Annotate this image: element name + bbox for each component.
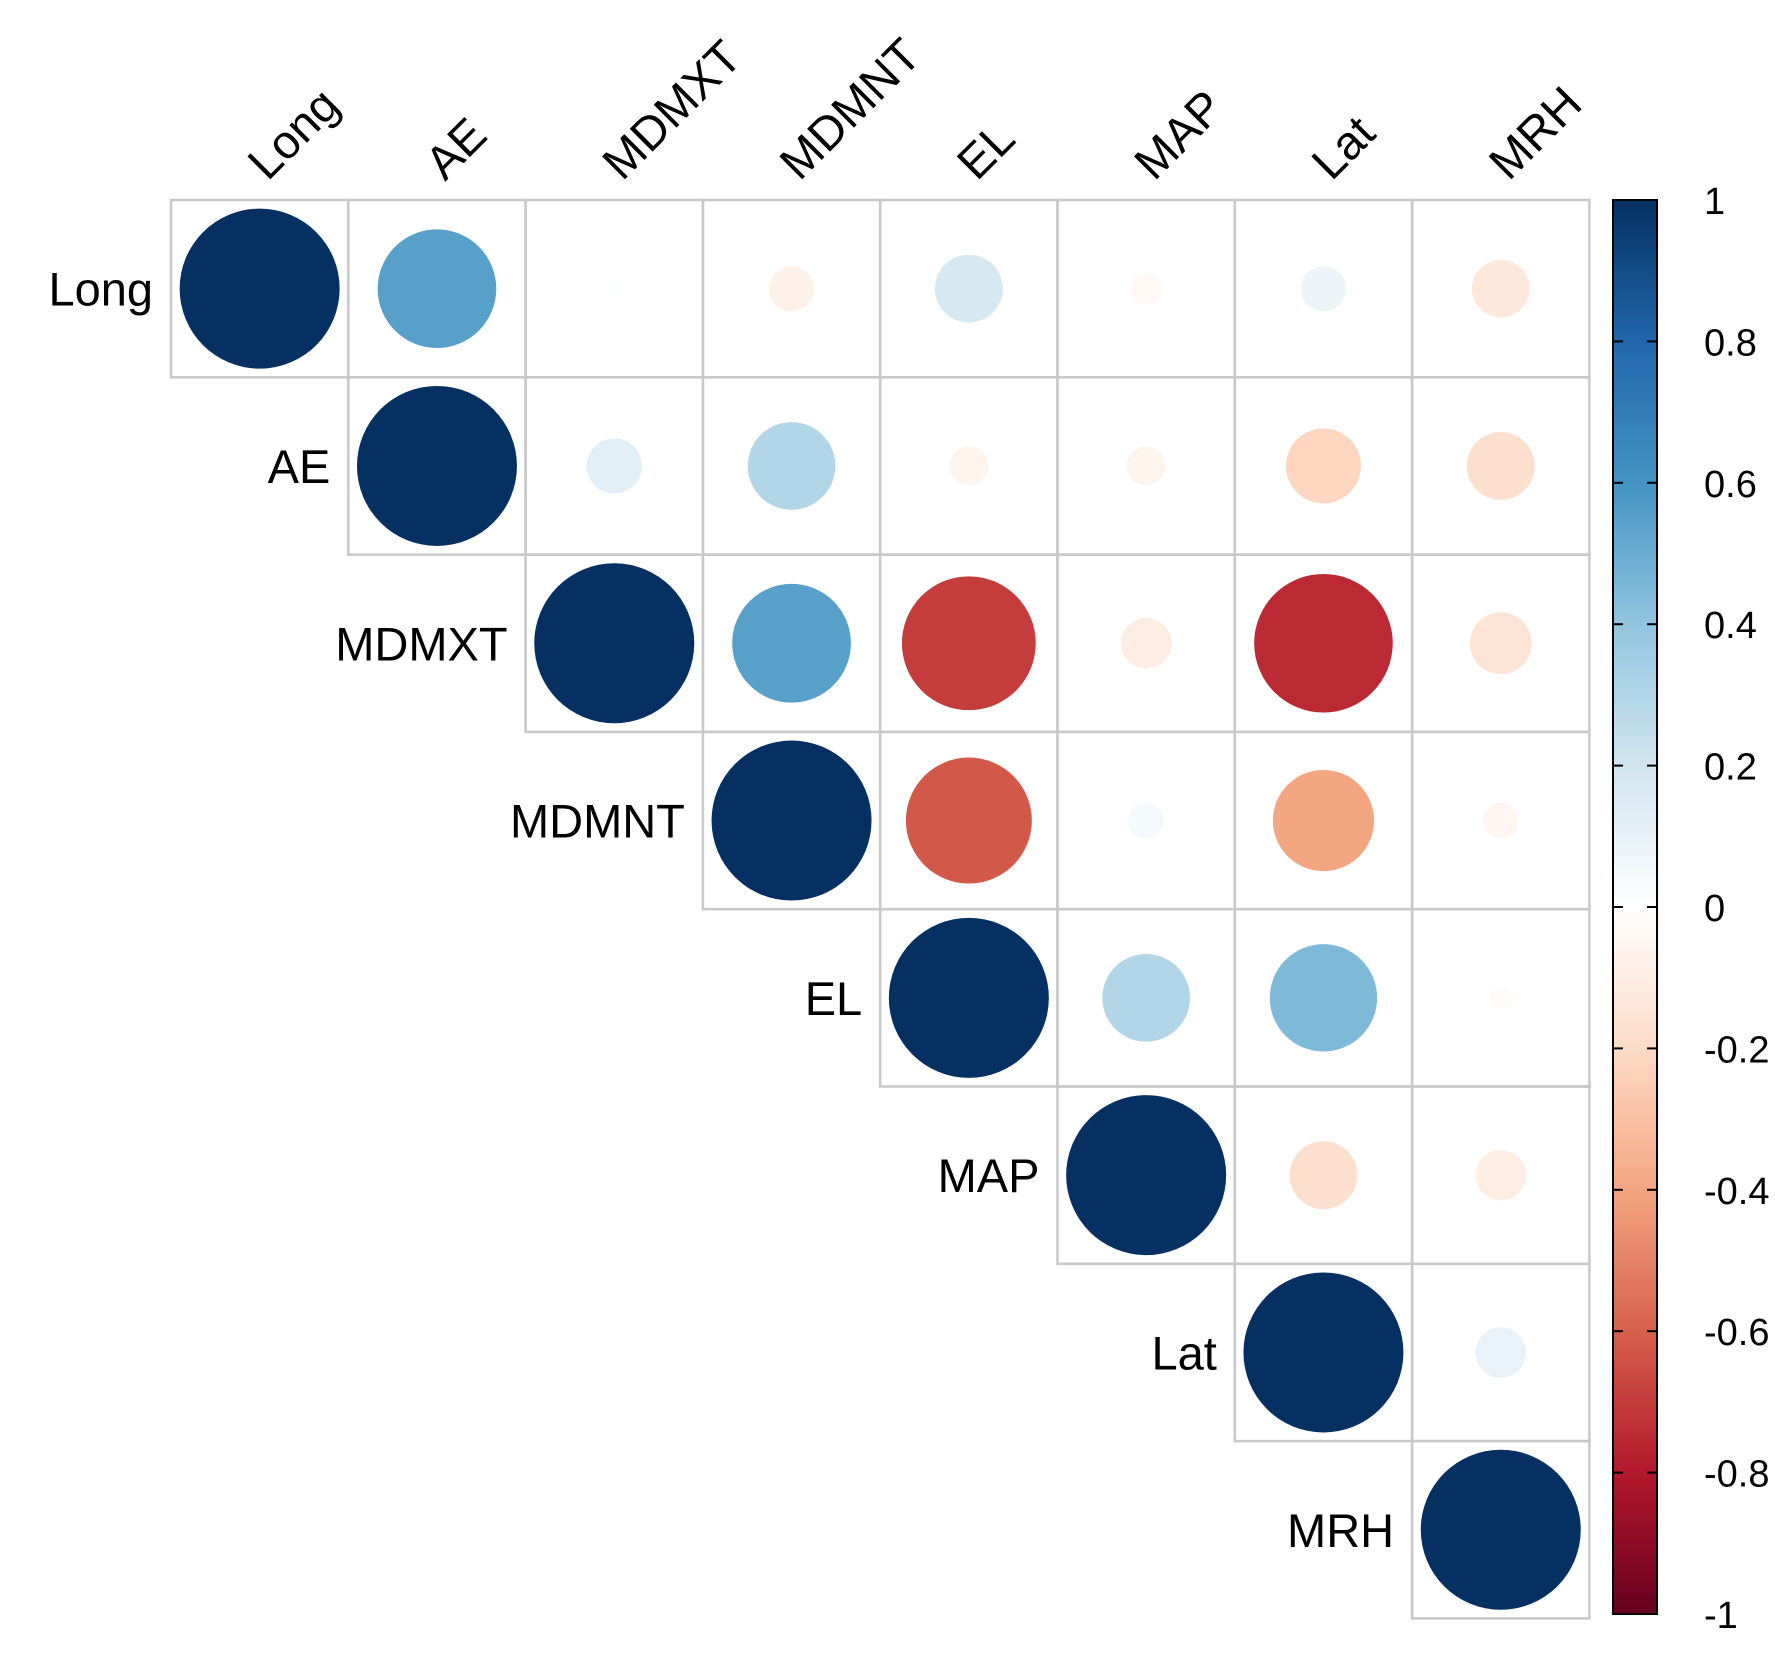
correlation-circle-ae-el — [949, 446, 989, 486]
correlation-circle-mdmnt-mdmnt — [711, 740, 872, 901]
correlation-circle-long-mdmxt — [606, 280, 623, 297]
column-label-long: Long — [237, 78, 348, 189]
correlation-circle-mrh-mrh — [1420, 1449, 1581, 1610]
correlation-circle-mdmxt-el — [901, 576, 1036, 711]
column-label-mdmxt: MDMXT — [592, 30, 751, 189]
correlation-circles — [179, 208, 1581, 1610]
correlation-circle-el-map — [1102, 954, 1190, 1042]
correlation-circle-mdmnt-mrh — [1482, 802, 1519, 839]
column-labels: Long AE MDMXT MDMNT EL MAP Lat MRH — [237, 28, 1591, 189]
correlation-circle-map-mrh — [1475, 1149, 1527, 1201]
row-labels: Long AE MDMXT MDMNT EL MAP Lat MRH — [48, 263, 1394, 1557]
correlation-circle-long-lat — [1300, 266, 1347, 312]
correlation-circle-long-map — [1130, 272, 1163, 305]
correlation-circle-ae-mdmnt — [747, 422, 836, 510]
row-label-lat: Lat — [1151, 1326, 1216, 1379]
colorbar-tick-label: -1 — [1704, 1595, 1738, 1637]
correlation-circle-mdmxt-mdmxt — [534, 563, 695, 724]
column-label-mrh: MRH — [1478, 76, 1591, 189]
column-label-map: MAP — [1124, 80, 1234, 190]
correlation-circle-mdmxt-map — [1120, 617, 1172, 669]
correlation-circle-el-lat — [1269, 944, 1378, 1052]
correlation-circle-map-map — [1066, 1095, 1227, 1256]
correlation-circle-mdmxt-lat — [1254, 573, 1393, 713]
column-label-mdmnt: MDMNT — [769, 28, 930, 189]
correlation-circle-lat-mrh — [1475, 1327, 1527, 1378]
colorbar-tick-label: -0.2 — [1704, 1029, 1769, 1071]
row-label-el: EL — [805, 972, 863, 1025]
correlation-circle-ae-mdmxt — [586, 438, 642, 494]
correlation-circle-el-mrh — [1489, 986, 1513, 1010]
correlation-circle-mdmnt-lat — [1272, 769, 1375, 872]
colorbar: 1 0.8 0.6 0.4 0.2 0 -0.2 -0.4 -0.6 -0.8 -1 — [1612, 181, 1769, 1637]
colorbar-ticks: 1 0.8 0.6 0.4 0.2 0 -0.2 -0.4 -0.6 -0.8 -1 — [1613, 181, 1769, 1637]
colorbar-tick-label: 0.2 — [1704, 747, 1757, 789]
correlation-circle-long-mrh — [1471, 259, 1530, 318]
correlation-circle-map-lat — [1289, 1141, 1358, 1210]
colorbar-tick-label: -0.6 — [1704, 1312, 1769, 1354]
row-label-mdmnt: MDMNT — [510, 795, 685, 848]
colorbar-tick-label: 0.6 — [1704, 464, 1757, 506]
row-label-mdmxt: MDMXT — [335, 617, 507, 670]
colorbar-tick-label: -0.4 — [1704, 1171, 1769, 1213]
colorbar-tick-label: -0.8 — [1704, 1454, 1769, 1496]
matrix-cells — [169, 198, 1591, 1620]
colorbar-tick-label: 1 — [1704, 181, 1725, 223]
row-label-ae: AE — [268, 440, 331, 493]
column-label-el: EL — [946, 111, 1024, 189]
correlation-circle-long-mdmnt — [768, 266, 815, 312]
row-label-long: Long — [48, 263, 153, 316]
correlation-circle-long-long — [179, 208, 340, 369]
correlation-circle-lat-lat — [1243, 1272, 1404, 1433]
correlation-circle-ae-lat — [1285, 428, 1361, 504]
correlation-circle-ae-mrh — [1466, 432, 1535, 500]
column-label-lat: Lat — [1301, 105, 1385, 189]
correlation-circle-mdmnt-el — [905, 757, 1032, 884]
correlation-circle-el-el — [888, 917, 1049, 1078]
colorbar-tick-label: 0 — [1704, 888, 1725, 930]
correlation-circle-mdmnt-map — [1128, 802, 1165, 839]
colorbar-tick-label: 0.8 — [1704, 322, 1757, 364]
correlation-circle-ae-ae — [356, 385, 517, 546]
column-label-ae: AE — [415, 107, 497, 189]
correlation-circle-mdmxt-mrh — [1469, 612, 1532, 675]
correlation-circle-long-ae — [377, 229, 497, 348]
correlation-circle-ae-map — [1126, 446, 1166, 486]
colorbar-tick-label: 0.4 — [1704, 605, 1757, 647]
row-label-map: MAP — [938, 1149, 1040, 1202]
correlation-circle-mdmxt-mdmnt — [732, 583, 851, 703]
correlation-circle-long-el — [934, 254, 1003, 323]
row-label-mrh: MRH — [1287, 1504, 1394, 1557]
matrix-cell — [1410, 1439, 1591, 1620]
